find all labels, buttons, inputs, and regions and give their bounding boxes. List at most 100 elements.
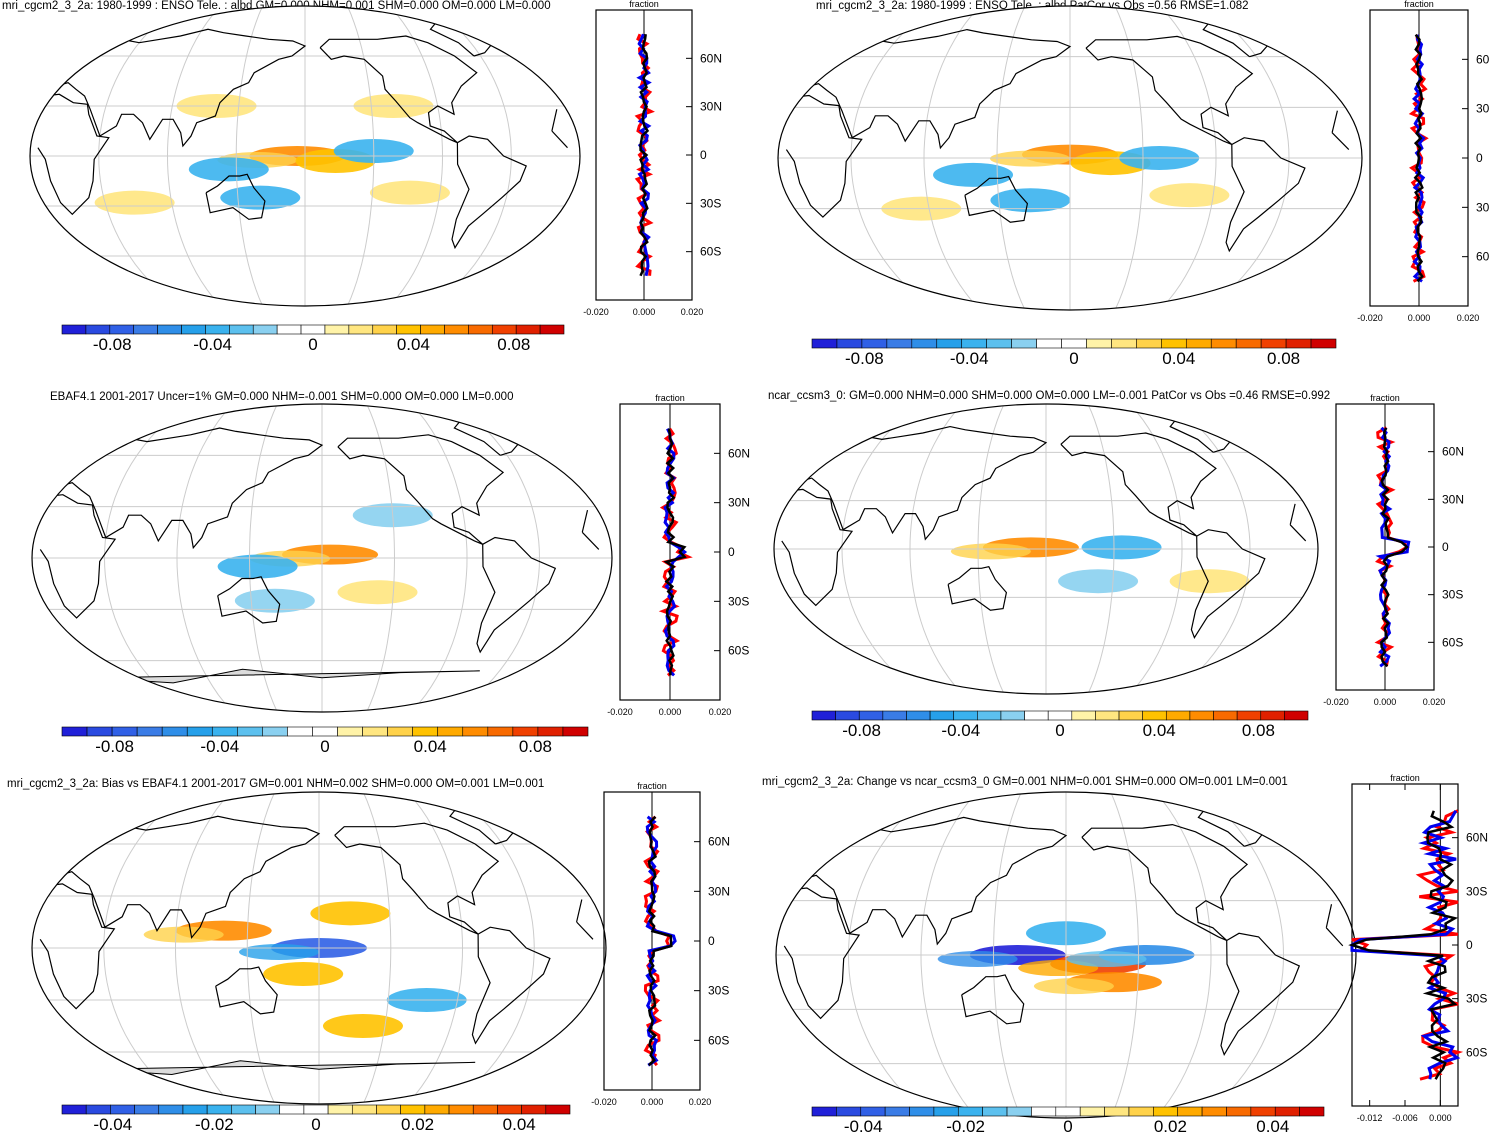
mean-profile-line [663,428,687,676]
colorbar-label: 0 [1063,1117,1072,1136]
colorbar-swatch [1201,1106,1227,1117]
colorbar-swatch [1185,338,1212,349]
lat-tick-label: 0 [1442,540,1449,554]
anomaly-patch [937,951,1018,967]
x-tick-label: 0.000 [1374,697,1397,707]
colorbar-swatch [977,710,1002,721]
colorbar-swatch [157,324,182,335]
colorbar-swatch [324,324,350,335]
colorbar-swatch [1250,1106,1276,1117]
colorbar-swatch [491,324,517,335]
anomaly-patch [94,190,175,215]
colorbar-label: 0.04 [503,1115,536,1134]
colorbar-swatch [1111,338,1137,349]
colorbar-swatch [1104,1106,1130,1117]
colorbar-label: -0.02 [195,1115,234,1134]
colorbar-swatch [351,1104,377,1115]
colorbar-swatch [982,1106,1008,1117]
zonal-mean-plot-2: fraction 60N 30N 0 30S 60S -0.020 0.000 0.020 [1357,0,1489,323]
colorbar-swatch [1165,710,1191,721]
colorbar-swatch [1284,710,1309,721]
x-tick-label: 0.020 [1457,313,1480,323]
colorbar-label: 0 [308,335,317,354]
colorbar-swatch [412,726,439,737]
zonal-units-label: fraction [637,781,667,791]
zonal-units-label: fraction [655,393,685,403]
zonal-units-label: fraction [1370,393,1400,403]
lat-tick-label: 30S [1442,588,1463,602]
lat-tick-label: 30N [1442,492,1464,506]
colorbar-swatch [337,726,363,737]
colorbar-swatch [279,1104,305,1115]
lat-tick-label: 0 [708,934,715,948]
zonal-mean-plot-1: fraction 60N 30N 0 30S 60S -0.020 0.000 0.020 [583,0,722,317]
colorbar-swatch [1235,338,1262,349]
graticule [776,792,1356,1118]
colorbar-swatch [836,338,863,349]
lat-tick-label: 60S [1442,635,1463,649]
colorbar-swatch [933,1106,959,1117]
colorbar-swatch [882,710,907,721]
lat-tick-label: 0 [1466,938,1473,952]
coastlines [785,17,1350,253]
x-tick-label: -0.020 [591,1097,617,1107]
colorbar-swatch [909,1106,935,1117]
colorbar-swatch [387,726,413,737]
colorbar-swatch [211,726,238,737]
colorbar-swatch [953,710,978,721]
colorbar-swatch [134,1104,160,1115]
colorbar-swatch [906,710,931,721]
colorbar-label: 0.08 [1242,721,1275,740]
colorbar-label: 0 [1069,349,1078,368]
colorbar-swatch [1011,338,1037,349]
mean-profile-line [1413,33,1424,283]
colorbar-swatch [961,338,987,349]
colorbar-swatch [512,726,539,737]
colorbar-swatch [85,1104,111,1115]
colorbar-swatch [61,324,87,335]
anomaly-patch [322,1014,403,1038]
lat-tick-label: 60N [1442,445,1464,459]
coastlines [37,17,568,250]
lat-tick-label: 60N [1466,831,1488,845]
lat-tick-label: 60S [708,1033,729,1047]
map-border [29,5,581,307]
colorbar-swatch [886,338,913,349]
map-5 [31,791,607,1105]
colorbar-swatch [858,710,884,721]
zonal-units-label: fraction [1390,773,1420,783]
x-tick-label: -0.020 [1357,313,1383,323]
anomaly-patch [933,162,1014,187]
colorbar-label: 0 [311,1115,320,1134]
colorbar-swatch [986,338,1012,349]
colorbar-swatch [376,1104,401,1115]
colorbar-label: -0.04 [941,721,980,740]
colorbar-label: 0.08 [519,737,552,756]
map-1 [29,5,581,307]
lat-tick-label: 60N [1476,52,1489,66]
colorbar-swatch [1031,1106,1057,1117]
colorbar-label: 0.04 [414,737,447,756]
lat-tick-label: 60N [700,51,722,65]
lat-tick-label: 60N [708,835,730,849]
lat-tick-label: 30S [1466,884,1487,898]
anomaly-patch [310,901,391,926]
colorbar-swatch [811,710,836,721]
colorbar-swatch [396,324,421,335]
colorbar-swatch [1213,710,1238,721]
colorbar-swatch [811,338,838,349]
mean-profile-line [1379,427,1409,668]
lat-tick-label: 30N [728,496,750,510]
map-border [775,791,1357,1119]
colorbar-label: -0.08 [95,737,134,756]
colorbar-swatch [515,324,541,335]
x-tick-label: -0.020 [607,707,633,717]
anomaly-patch [1149,183,1230,208]
anomaly-patch [143,926,224,943]
panel-title: ncar_ccsm3_0: GM=0.000 NHM=0.000 SHM=0.0… [768,390,1331,402]
colorbar-label: 0.08 [1267,349,1300,368]
anomaly-patch [1169,569,1250,594]
lat-tick-label: 60S [700,245,721,259]
zonal-units-label: fraction [629,0,659,9]
colorbar-swatch [448,1104,474,1115]
